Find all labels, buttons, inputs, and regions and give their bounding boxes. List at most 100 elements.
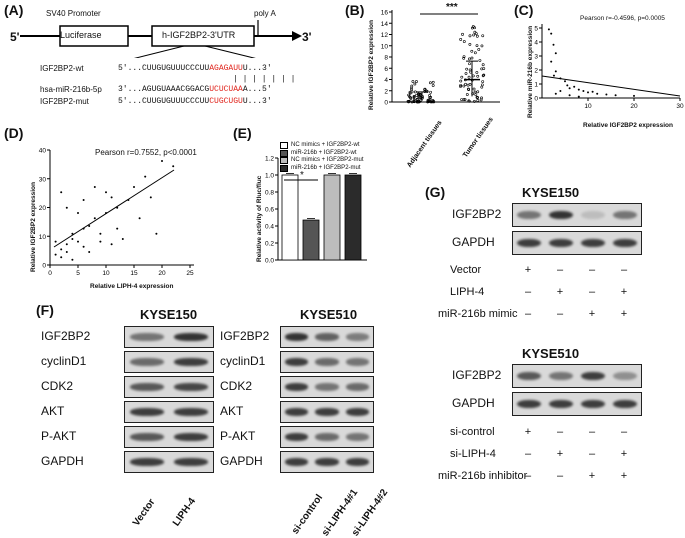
panel-g-bottom-sign: – xyxy=(556,470,564,482)
panel-e-legend-swatch xyxy=(280,142,288,150)
panel-d-y-tick-label: 20 xyxy=(39,205,47,212)
panel-d-point xyxy=(93,217,96,220)
panel-d-point xyxy=(144,175,147,178)
tumor-point xyxy=(472,33,476,37)
tumor-point xyxy=(459,85,462,88)
tumor-point xyxy=(474,93,478,97)
blot-band xyxy=(284,358,308,366)
tumor-point xyxy=(476,74,480,78)
panel-d-point xyxy=(54,240,57,243)
panel-e-bar xyxy=(281,174,299,261)
tumor-point xyxy=(478,59,482,62)
panel-f-left-row-label: IGF2BP2 xyxy=(41,329,91,343)
panel-c-point xyxy=(614,94,617,97)
panel-g-top-sign: – xyxy=(588,286,596,298)
adjacent-point xyxy=(415,93,418,97)
base-pairs: | | | | | | | xyxy=(233,75,296,84)
panel-b-y-tick-label: 2 xyxy=(384,88,388,95)
panel-d-point xyxy=(54,253,57,256)
tumor-point xyxy=(465,93,469,96)
blot-band xyxy=(548,238,574,248)
panel-c-point xyxy=(587,91,589,94)
blot-band xyxy=(174,358,208,366)
panel-c-y-tick-label: 2 xyxy=(534,68,538,75)
panel-d-point xyxy=(99,232,102,235)
panel-c-y-tick-label: 1 xyxy=(534,82,538,89)
panel-d-xlabel: Relative LIPH-4 expression xyxy=(90,283,174,290)
panel-b-ylabel: Relative IGF2BP2 expression xyxy=(368,20,375,110)
tumor-point xyxy=(468,62,471,66)
blot-band xyxy=(284,408,308,416)
panel-g-top-sign: – xyxy=(556,308,564,320)
panel-b-significance: *** xyxy=(446,2,458,13)
tumor-point xyxy=(475,44,479,48)
panel-g-bottom-sign: + xyxy=(524,426,532,438)
tumor-point xyxy=(469,70,473,74)
blot-band xyxy=(612,238,638,248)
panel-g-bottom-sign: – xyxy=(588,448,596,460)
tumor-point xyxy=(480,83,484,87)
tumor-point xyxy=(470,49,474,53)
panel-c-point xyxy=(577,95,580,98)
panel-b-y-tick-label: 12 xyxy=(381,32,389,39)
panel-f-right-blot xyxy=(280,451,374,473)
panel-g-bottom-condition-label: si-control xyxy=(450,426,495,438)
panel-g-bottom-sign: + xyxy=(588,470,596,482)
adjacent-point xyxy=(410,86,413,90)
panel-g-top-condition-label: miR-216b mimic xyxy=(438,308,518,320)
panel-e-legend-swatch xyxy=(280,149,288,157)
panel-d-point xyxy=(71,258,74,261)
tumor-point xyxy=(467,99,471,103)
blot-band xyxy=(315,383,339,391)
construct-diagram xyxy=(20,20,302,58)
panel-c-letter: (C) xyxy=(514,2,534,18)
tumor-point xyxy=(472,87,476,91)
tumor-point xyxy=(480,96,483,100)
panel-g-row-label: IGF2BP2 xyxy=(452,368,502,382)
panel-c-point xyxy=(596,92,599,95)
panel-d-point xyxy=(133,186,135,188)
blot-band xyxy=(516,238,542,248)
panel-g-row-label: GAPDH xyxy=(452,396,495,410)
panel-b-group-tumor: Tumor tissues xyxy=(462,116,495,160)
blot-band xyxy=(580,210,606,220)
adjacent-point xyxy=(407,99,411,103)
tumor-point xyxy=(468,34,472,38)
panel-g-top-sign: – xyxy=(524,286,532,298)
panel-f-left-row-label: AKT xyxy=(41,404,65,418)
panel-e-y-tick-label: 0.2 xyxy=(265,241,274,248)
panel-c-point xyxy=(564,80,566,83)
panel-f-left-blot xyxy=(124,376,214,398)
blot-band xyxy=(174,433,208,441)
tumor-point xyxy=(482,73,486,77)
blot-band xyxy=(612,371,638,381)
panel-b-plot: 0 2 4 6 8 10 12 14 16 xyxy=(381,10,500,107)
luciferase-label: Luciferase xyxy=(60,30,102,40)
adjacent-point xyxy=(428,94,431,97)
adjacent-point xyxy=(407,100,410,104)
panel-f-right-row-label: CDK2 xyxy=(220,379,253,393)
panel-f-left-row-label: cyclinD1 xyxy=(41,354,87,368)
panel-c-y-tick-label: 3 xyxy=(534,54,538,61)
panel-e-bar xyxy=(344,174,362,261)
panel-e-legend-label: miR-216b + IGF2BP2-mut xyxy=(291,164,361,171)
panel-g-bottom-sign: + xyxy=(620,448,628,460)
panel-f-left-blot xyxy=(124,326,214,348)
adjacent-point xyxy=(412,99,416,102)
tumor-point xyxy=(481,34,485,38)
panel-f-left-blot xyxy=(124,426,214,448)
panel-g-bottom-condition-label: si-LIPH-4 xyxy=(450,448,496,460)
tumor-point xyxy=(471,74,475,78)
panel-e-letter: (E) xyxy=(233,125,252,141)
panel-g-bottom-sign: + xyxy=(556,448,564,460)
panel-e-legend: NC mimics + IGF2BP2-wt miR-216b + IGF2BP2… xyxy=(280,142,364,172)
blot-band xyxy=(346,458,370,466)
panel-d-x-tick-label: 25 xyxy=(186,270,194,277)
panel-b-y-tick-label: 6 xyxy=(384,66,388,73)
panel-d-point xyxy=(110,243,113,246)
panel-c-point xyxy=(577,88,580,91)
tumor-point xyxy=(482,67,486,70)
panel-c-point xyxy=(554,92,557,95)
tumor-point xyxy=(467,99,471,103)
panel-f-right-row-label: P-AKT xyxy=(220,429,256,443)
